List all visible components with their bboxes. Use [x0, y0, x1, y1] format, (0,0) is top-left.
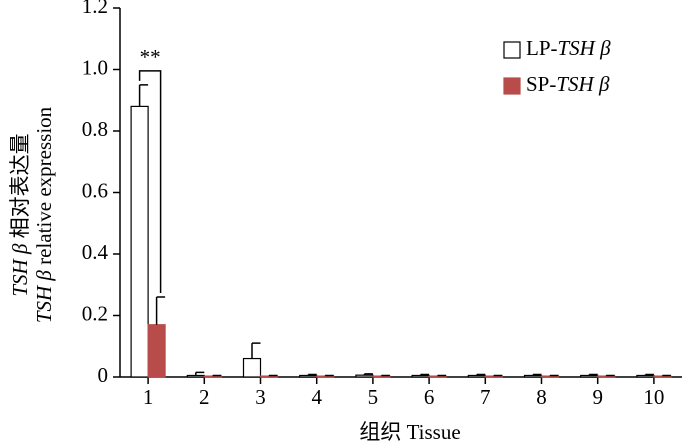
- error-bar: [307, 373, 317, 376]
- error-bar: [268, 374, 278, 377]
- y-tick-label: 0.2: [82, 301, 108, 325]
- bar: [299, 374, 318, 378]
- y-axis-label: TSH β 相对表达量: [8, 133, 32, 296]
- error-bar: [532, 373, 542, 376]
- error-bar: [324, 374, 334, 377]
- bar: [355, 374, 374, 378]
- bar: [653, 375, 672, 378]
- significance-label: **: [140, 45, 161, 69]
- error-bar: [476, 373, 486, 376]
- significance-bracket: [138, 70, 162, 294]
- y-axis-label: TSH β relative expression: [32, 106, 56, 323]
- x-tick-label: 6: [424, 385, 435, 409]
- y-tick-label: 1.2: [82, 0, 108, 18]
- x-tick-label: 7: [480, 385, 491, 409]
- bar: [130, 105, 149, 378]
- bar: [372, 375, 391, 378]
- x-axis-label: 组织 Tissue: [359, 420, 460, 444]
- x-tick-label: 1: [143, 385, 154, 409]
- error-bar: [138, 84, 149, 107]
- bar: [580, 374, 599, 378]
- x-tick-label: 5: [368, 385, 379, 409]
- error-bar: [549, 374, 559, 377]
- bar: [147, 324, 166, 378]
- bar: [540, 375, 560, 378]
- bar: [203, 375, 222, 378]
- x-tick-label: 9: [592, 385, 603, 409]
- bar: [186, 374, 205, 378]
- legend-label: SP-TSH β: [526, 72, 610, 96]
- error-bar: [436, 374, 447, 377]
- error-bar: [605, 374, 615, 377]
- error-bar: [644, 373, 654, 376]
- bar: [597, 375, 616, 378]
- bar: [467, 374, 486, 378]
- x-tick-label: 10: [643, 385, 664, 409]
- error-bar: [212, 374, 222, 377]
- error-bar: [419, 373, 430, 376]
- bar: [484, 375, 503, 378]
- y-tick-label: 1.0: [82, 55, 108, 79]
- error-bar: [251, 342, 261, 359]
- error-bar: [493, 374, 503, 377]
- error-bar: [155, 296, 166, 325]
- y-tick-label: 0.8: [82, 117, 108, 141]
- bar: [316, 375, 335, 378]
- x-tick-label: 3: [255, 385, 266, 409]
- x-tick-label: 4: [311, 385, 322, 409]
- error-bar: [363, 373, 373, 376]
- error-bar: [380, 374, 390, 377]
- y-tick-label: 0: [98, 363, 109, 387]
- error-bar: [195, 371, 205, 376]
- bar: [636, 374, 655, 378]
- error-bar: [661, 374, 671, 377]
- bar: [259, 375, 279, 378]
- bar: [428, 375, 447, 378]
- legend-swatch: [503, 77, 521, 95]
- legend-swatch: [503, 41, 521, 59]
- bar: [242, 357, 262, 378]
- y-tick-label: 0.6: [82, 178, 108, 202]
- error-bar: [588, 373, 598, 376]
- legend-label: LP-TSH β: [526, 36, 611, 60]
- y-tick-label: 0.4: [82, 240, 109, 264]
- x-tick-label: 2: [199, 385, 210, 409]
- bar: [411, 374, 430, 378]
- x-tick-label: 8: [536, 385, 547, 409]
- bar: [523, 374, 543, 378]
